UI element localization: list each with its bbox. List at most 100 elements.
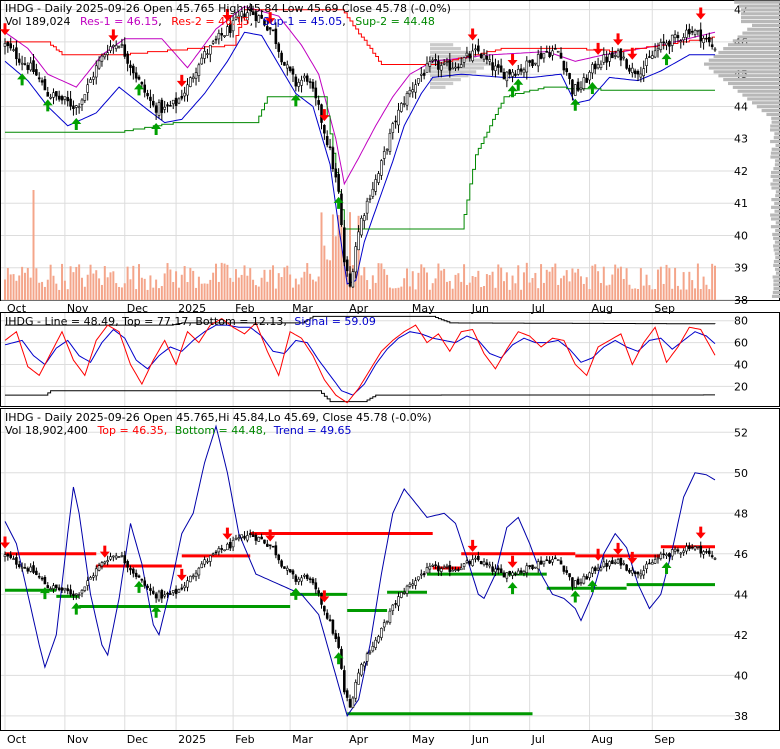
volume-bar [696,263,699,300]
candle-body [294,76,298,87]
candle-body [217,548,221,553]
candle-body [468,560,472,565]
candle-body [588,572,591,578]
buy-arrow [661,53,672,66]
candle-body [140,578,144,581]
sell-arrow [222,9,233,22]
candle-body [354,246,358,273]
volume-bar [397,287,400,300]
volume-bar [554,263,557,300]
candle-body [226,26,229,36]
candle-body [642,68,646,76]
candle-body [63,587,67,591]
candle-body [365,653,369,662]
oscillator-tick-label: 40 [734,358,748,371]
candle-body [106,52,109,55]
volume-bar [29,277,32,300]
candle-body [445,61,449,63]
candle-body [134,72,138,79]
candle-body [690,546,694,549]
volume-bar [588,289,591,300]
volume-bar [665,264,668,300]
candle-body [696,546,700,548]
volume-bar [63,280,66,300]
volume-bar [75,266,78,300]
volume-profile-bar [741,12,780,16]
volume-bar [98,278,101,300]
volume-profile-bar [774,240,780,244]
volume-bar [58,289,61,300]
candle-body [280,52,283,63]
candle-body [482,561,486,565]
volume-bar [457,273,460,300]
volume-bar [434,278,437,300]
candle-body [380,628,383,638]
candle-body [713,48,717,51]
candle-body [52,585,55,589]
volume-profile-bar [770,217,780,221]
volume-bar [671,288,674,300]
volume-bar [414,289,417,300]
candle-body [334,633,338,639]
buy-arrow [513,78,524,91]
volume-profile-bar [770,213,780,217]
candle-body [20,62,24,65]
candle-body [112,45,115,48]
candle-body [308,81,312,83]
candle-body [268,544,272,547]
candle-body [3,43,7,47]
volume-bar [463,264,466,300]
candle-body [260,536,263,540]
volume-bar [55,283,58,300]
buy-arrow [71,117,82,130]
volume-bar [86,274,89,300]
volume-profile-bar [774,267,780,271]
price-tick-label: 40 [734,229,748,242]
volume-bar [103,266,106,300]
volume-bar [597,271,600,300]
candle-body [285,567,289,571]
candle-body [445,565,449,568]
candle-body [422,72,426,76]
volume-bar [445,281,448,300]
candle-body [411,89,415,93]
trend-header-title: IHDG - Daily 2025-09-26 Open 45.765,Hi 4… [5,411,432,424]
volume-bar [357,215,360,300]
volume-profile-bar [747,27,780,31]
x-tick-label-price: Mar [292,302,313,315]
volume-bar [391,288,394,300]
candle-body [223,549,226,552]
volume-profile-bar [775,271,780,275]
volume-profile-bar [771,205,780,209]
oscillator-tick-label: 80 [734,315,748,328]
volume-profile-bar [752,101,780,105]
buy-arrow [333,652,344,665]
candle-body [92,76,95,80]
candle-body [422,573,426,576]
candle-body [257,15,261,23]
candle-body [143,580,147,586]
sell-arrow [695,7,706,20]
candle-body [209,555,212,562]
volume-bar [363,267,366,300]
candle-body [488,564,492,567]
x-tick-label-trend: 2025 [178,733,206,745]
volume-bar [169,269,172,300]
candle-body [628,67,631,72]
candle-body [485,562,489,566]
volume-profile-bar [737,89,780,93]
candle-body [405,93,409,106]
x-tick-label-price: Jun [471,302,489,315]
volume-bar [100,284,103,300]
volume-bar [15,280,18,300]
volume-bar [38,282,41,300]
volume-profile-bar [770,225,780,229]
candle-body [551,559,554,563]
candle-body [528,60,531,63]
candle-body [551,50,554,56]
candle-body [405,585,409,594]
volume-profile-bar [772,232,780,237]
volume-bar [206,283,209,300]
candle-body [154,593,158,599]
